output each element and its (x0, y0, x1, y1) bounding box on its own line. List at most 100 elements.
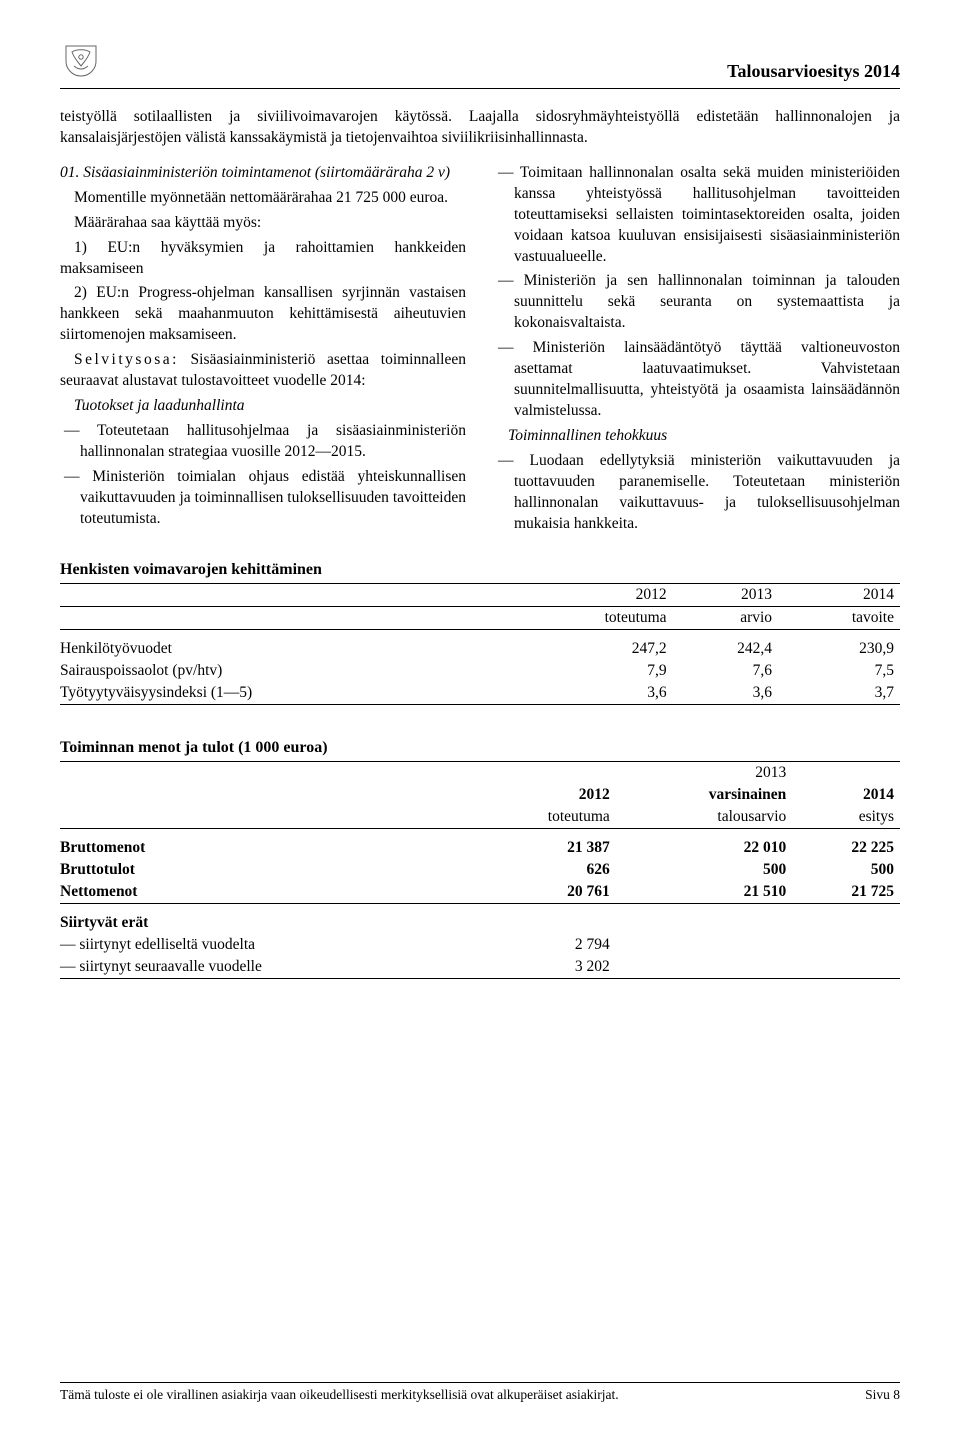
table2-row-netto-menot: Nettomenot20 76121 51021 725 (60, 881, 900, 904)
tuotokset-heading: Tuotokset ja laadunhallinta (60, 396, 466, 417)
left-column: 01. Sisäasiainministeriön toimintamenot … (60, 163, 466, 539)
table2-sub-row: — siirtynyt edelliseltä vuodelta2 794 (60, 934, 900, 956)
intro-paragraph: teistyöllä sotilaallisten ja siviilivoim… (60, 107, 900, 149)
list-item-2: 2) EU:n Progress-ohjelman kansallisen sy… (60, 283, 466, 346)
t2-h1-blank (60, 761, 470, 784)
t2-h1-c1 (470, 761, 616, 784)
t1-r1-v1: 7,6 (673, 660, 778, 682)
t2-h3-blank (60, 806, 470, 829)
table1-hl-1: toteutuma (506, 606, 673, 629)
t2-sr1-v0: 3 202 (470, 956, 616, 979)
table1-row: Sairauspoissaolot (pv/htv)7,97,67,5 (60, 660, 900, 682)
tehokkuus-heading: Toiminnallinen tehokkuus (494, 426, 900, 447)
t1-r2-label: Työtyytyväisyysindeksi (1—5) (60, 682, 506, 705)
table1-hl-3: tavoite (778, 606, 900, 629)
table1-h-y2: 2013 (673, 583, 778, 606)
table1-head-years: 2012 2013 2014 (60, 583, 900, 606)
left-bullet-1: Toteutetaan hallitusohjelmaa ja sisäasia… (76, 421, 466, 463)
t2-br1-label: Bruttotulot (60, 859, 470, 881)
table1-h-blank (60, 583, 506, 606)
t1-r2-v1: 3,6 (673, 682, 778, 705)
right-bullet-list-2: Luodaan edellytyksiä ministeriön vaikutt… (494, 451, 900, 535)
table2-head-r3: toteutuma talousarvio esitys (60, 806, 900, 829)
t2-br2-v1: 21 510 (616, 881, 793, 904)
t1-r1-v2: 7,5 (778, 660, 900, 682)
table2: 2013 2012 varsinainen 2014 toteutuma tal… (60, 761, 900, 979)
table1-hl-blank (60, 606, 506, 629)
page: Talousarvioesitys 2014 teistyöllä sotila… (0, 0, 960, 1429)
t2-h2-c1: 2012 (470, 784, 616, 806)
t1-r2-v0: 3,6 (506, 682, 673, 705)
table1-title: Henkisten voimavarojen kehittäminen (60, 561, 900, 579)
t2-h3-c3: esitys (792, 806, 900, 829)
t2-br0-v1: 22 010 (616, 828, 793, 859)
t2-sr0-v0: 2 794 (470, 934, 616, 956)
t1-r0-v2: 230,9 (778, 629, 900, 660)
right-bullet-4: Luodaan edellytyksiä ministeriön vaikutt… (510, 451, 900, 535)
table1-hl-2: arvio (673, 606, 778, 629)
page-footer: Tämä tuloste ei ole virallinen asiakirja… (60, 1382, 900, 1403)
section-01-title: 01. Sisäasiainministeriön toimintamenot … (60, 163, 466, 184)
selvitysosa-label: Selvitysosa: (74, 351, 179, 368)
t2-br0-v2: 22 225 (792, 828, 900, 859)
table2-title: Toiminnan menot ja tulot (1 000 euroa) (60, 739, 900, 757)
table2-head-r2: 2012 varsinainen 2014 (60, 784, 900, 806)
selvitysosa: Selvitysosa: Sisäasiainministeriö asetta… (60, 350, 466, 392)
t2-br1-v1: 500 (616, 859, 793, 881)
document-title: Talousarvioesitys 2014 (727, 61, 900, 82)
coat-of-arms-icon (60, 40, 102, 82)
t2-h2-c3: 2014 (792, 784, 900, 806)
t2-br1-v2: 500 (792, 859, 900, 881)
momentille-text: Momentille myönnetään nettomäärärahaa 21… (60, 188, 466, 209)
right-bullet-2: Ministeriön ja sen hallinnonalan toiminn… (510, 271, 900, 334)
page-header: Talousarvioesitys 2014 (60, 40, 900, 89)
t2-br2-v0: 20 761 (470, 881, 616, 904)
table2-row-brutto-menot: Bruttomenot21 38722 01022 225 (60, 828, 900, 859)
table2-sub-row: — siirtynyt seuraavalle vuodelle3 202 (60, 956, 900, 979)
right-bullet-list-1: Toimitaan hallinnonalan osalta sekä muid… (494, 163, 900, 422)
maararahaa-intro: Määrärahaa saa käyttää myös: (60, 213, 466, 234)
t2-h2-blank (60, 784, 470, 806)
t1-r1-label: Sairauspoissaolot (pv/htv) (60, 660, 506, 682)
table2-sub-title-row: Siirtyvät erät (60, 903, 900, 934)
t2-br0-v0: 21 387 (470, 828, 616, 859)
t1-r2-v2: 3,7 (778, 682, 900, 705)
two-column-body: 01. Sisäasiainministeriön toimintamenot … (60, 163, 900, 539)
right-bullet-1: Toimitaan hallinnonalan osalta sekä muid… (510, 163, 900, 268)
t2-sub-title: Siirtyvät erät (60, 903, 900, 934)
t2-sr0-v2 (792, 934, 900, 956)
table1-row: Työtyytyväisyysindeksi (1—5)3,63,63,7 (60, 682, 900, 705)
table2-row-brutto-tulot: Bruttotulot626500500 (60, 859, 900, 881)
t2-sr1-v2 (792, 956, 900, 979)
t2-sr0-label: — siirtynyt edelliseltä vuodelta (60, 934, 470, 956)
list-item-1: 1) EU:n hyväksymien ja rahoittamien hank… (60, 238, 466, 280)
table2-head-r1: 2013 (60, 761, 900, 784)
footer-note: Tämä tuloste ei ole virallinen asiakirja… (60, 1387, 619, 1403)
t1-r0-v1: 242,4 (673, 629, 778, 660)
table1: 2012 2013 2014 toteutuma arvio tavoite H… (60, 583, 900, 705)
table1-h-y1: 2012 (506, 583, 673, 606)
t2-h2-c2: varsinainen (616, 784, 793, 806)
t1-r0-label: Henkilötyövuodet (60, 629, 506, 660)
t2-sr1-v1 (616, 956, 793, 979)
t2-sr0-v1 (616, 934, 793, 956)
left-bullet-2: Ministeriön toimialan ohjaus edistää yht… (76, 467, 466, 530)
footer-page: Sivu 8 (865, 1387, 900, 1403)
left-bullet-list: Toteutetaan hallitusohjelmaa ja sisäasia… (60, 421, 466, 530)
t2-br2-v2: 21 725 (792, 881, 900, 904)
t1-r1-v0: 7,9 (506, 660, 673, 682)
t2-h3-c1: toteutuma (470, 806, 616, 829)
t2-sr1-label: — siirtynyt seuraavalle vuodelle (60, 956, 470, 979)
table1-row: Henkilötyövuodet247,2242,4230,9 (60, 629, 900, 660)
right-bullet-3: Ministeriön lainsäädäntötyö täyttää valt… (510, 338, 900, 422)
t2-br1-v0: 626 (470, 859, 616, 881)
t2-h1-c2: 2013 (616, 761, 793, 784)
table1-h-y3: 2014 (778, 583, 900, 606)
t1-r0-v0: 247,2 (506, 629, 673, 660)
t2-br2-label: Nettomenot (60, 881, 470, 904)
t2-h3-c2: talousarvio (616, 806, 793, 829)
right-column: Toimitaan hallinnonalan osalta sekä muid… (494, 163, 900, 539)
t2-br0-label: Bruttomenot (60, 828, 470, 859)
table1-head-labels: toteutuma arvio tavoite (60, 606, 900, 629)
t2-h1-c3 (792, 761, 900, 784)
